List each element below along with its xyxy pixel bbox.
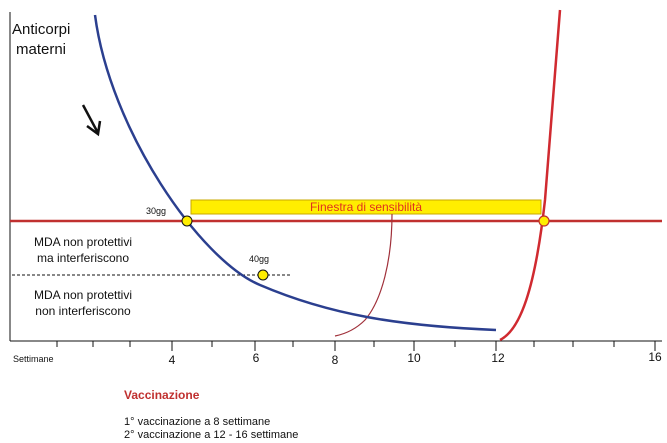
region-label-line: ma interferiscono: [36, 251, 130, 265]
point-label-30gg: 30gg: [146, 206, 166, 216]
window-connector-curve: [334, 213, 393, 337]
point-label-40gg: 40gg: [249, 254, 269, 264]
sensitivity-window-label: Finestra di sensibilità: [310, 200, 422, 214]
x-tick-label: 6: [253, 351, 260, 365]
x-tick-label: 12: [491, 351, 505, 365]
intersection-marker-vaccine: [538, 215, 550, 227]
y-axis-label-line: materni: [16, 41, 67, 58]
x-tick-label: 10: [407, 351, 421, 365]
intersection-marker-30gg: [181, 215, 193, 227]
sensitivity-window-bar: [190, 199, 542, 215]
vaccination-title: Vaccinazione: [124, 388, 200, 402]
region-label-non-interfering: MDA non protettivi non interferiscono: [8, 287, 158, 319]
region-label-interfering: MDA non protettivi ma interferiscono: [8, 234, 158, 266]
y-axis-label: Anticorpi materni: [12, 20, 70, 60]
vaccine-response-curve: [499, 9, 562, 342]
region-label-line: MDA non protettivi: [33, 288, 133, 302]
x-axis-ticks: [56, 341, 656, 351]
intersection-marker-40gg: [257, 269, 269, 281]
y-axis-label-line: Anticorpi: [12, 21, 71, 38]
x-tick-label: 8: [332, 353, 339, 367]
region-label-line: MDA non protettivi: [33, 235, 133, 249]
vaccination-item: 1° vaccinazione a 8 settimane: [124, 416, 271, 428]
x-axis-unit-label: Settimane: [13, 354, 54, 364]
region-label-line: non interferiscono: [35, 304, 131, 318]
maternal-antibody-curve: [93, 14, 497, 332]
vaccination-item: 2° vaccinazione a 12 - 16 settimane: [124, 429, 299, 441]
x-tick-label: 16: [648, 350, 662, 364]
x-tick-label: 4: [169, 353, 176, 367]
decline-arrow-icon: [81, 104, 102, 137]
